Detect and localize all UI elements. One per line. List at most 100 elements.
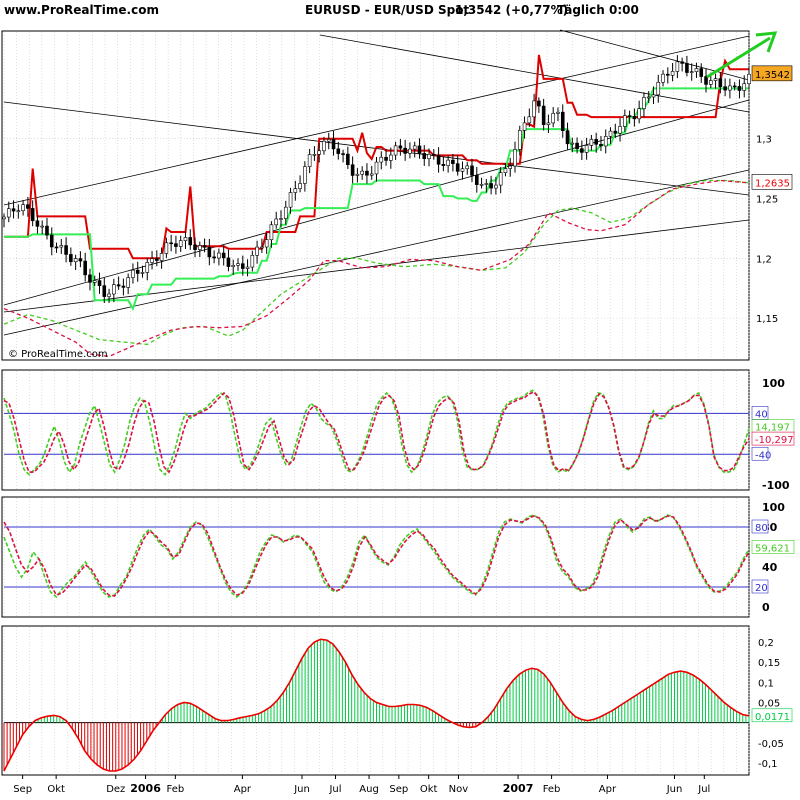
candle-body <box>92 280 97 283</box>
candle-body <box>689 71 694 73</box>
candle-body <box>646 96 651 99</box>
candle-body <box>384 156 388 161</box>
site-name[interactable]: www.ProRealTime.com <box>4 3 159 17</box>
watermark: © ProRealTime.com <box>8 349 108 360</box>
candle-body <box>198 245 202 250</box>
annotation-arrow-line <box>706 36 771 79</box>
candle-body <box>474 175 479 185</box>
candle-body <box>446 159 450 166</box>
osc2-guide-badge <box>751 579 769 594</box>
candle-body <box>417 145 422 154</box>
panel-frame-hist <box>1 625 750 776</box>
candle-body <box>580 148 584 153</box>
candle-body <box>226 257 231 267</box>
candle-body <box>432 154 436 156</box>
x-axis-label: Apr <box>599 784 617 795</box>
x-axis-label: Apr <box>234 784 252 795</box>
price-series-3 <box>3 179 750 358</box>
hist-tick-label: 0,1 <box>758 678 774 689</box>
hist-tick-label: 0,15 <box>758 658 780 669</box>
x-axis-label: Sep <box>389 784 408 795</box>
candle-body <box>140 272 145 274</box>
candle-body <box>508 165 513 169</box>
candle-body <box>202 245 207 248</box>
trendline <box>3 99 750 306</box>
panel-frame-price <box>1 30 750 361</box>
candle-body <box>49 234 54 248</box>
price-badge-value: 1,2635 <box>755 178 790 189</box>
candle-body <box>627 115 632 117</box>
candle-body <box>570 142 575 145</box>
period-label: Täglich 0:00 <box>557 3 639 17</box>
x-axis-label: Jul <box>328 784 341 795</box>
candle-body <box>498 172 503 186</box>
candle-body <box>360 170 364 175</box>
candle-body <box>64 245 68 255</box>
candle-body <box>465 165 470 170</box>
candle-body <box>121 285 126 288</box>
candle-body <box>513 149 517 167</box>
osc2-tick-label: 40 <box>762 561 778 574</box>
candle-body <box>541 105 546 125</box>
annotation-arrow-head <box>755 31 778 53</box>
osc1-series-0 <box>3 389 750 477</box>
trendline <box>3 219 750 313</box>
x-axis-label: 2006 <box>130 782 161 795</box>
osc2-guide-badge <box>751 519 769 534</box>
osc2-tick-label: 0 <box>762 601 770 614</box>
candle-body <box>116 284 121 287</box>
candle-body <box>537 100 541 107</box>
candle-body <box>685 63 689 73</box>
candle-body <box>556 111 560 114</box>
hist-value-label: 0,0171 <box>755 712 790 723</box>
price-badge-value: 1,3542 <box>755 70 790 81</box>
candle-body <box>584 145 589 153</box>
candle-body <box>661 73 665 83</box>
candle-body <box>546 122 551 125</box>
hist-tick-label: 0,2 <box>758 638 774 649</box>
candle-body <box>264 239 269 248</box>
candle-body <box>6 208 11 218</box>
price-tick-label: 1,25 <box>756 194 778 205</box>
trendline <box>3 35 750 206</box>
candle-body <box>21 204 25 211</box>
candle-body <box>527 116 532 124</box>
candle-body <box>2 216 6 220</box>
candle-body <box>613 130 618 134</box>
candle-body <box>651 94 656 98</box>
candle-body <box>341 153 345 155</box>
candle-body <box>479 183 484 186</box>
candle-body <box>632 116 637 120</box>
candle-body <box>694 68 699 72</box>
candle-body <box>374 161 379 175</box>
candle-body <box>307 154 312 167</box>
candle-body <box>283 206 288 219</box>
candle-body <box>489 183 493 189</box>
candle-body <box>455 163 460 172</box>
panel-frame-osc2 <box>1 496 750 618</box>
candle-body <box>312 154 317 156</box>
candle-body <box>522 122 527 131</box>
candle-body <box>183 237 188 241</box>
x-axis-label: Jul <box>697 784 710 795</box>
price-series-2 <box>3 179 750 346</box>
candle-body <box>54 246 59 249</box>
candle-body <box>408 148 412 154</box>
trendline <box>3 169 750 336</box>
osc2-series-1 <box>3 515 750 597</box>
candle-body <box>159 253 164 261</box>
candle-body <box>45 225 49 236</box>
candle-body <box>217 252 221 259</box>
candle-body <box>126 277 130 288</box>
x-axis-label: 2007 <box>503 782 534 795</box>
trendline <box>319 34 750 113</box>
candle-body <box>708 80 713 85</box>
candle-body <box>603 136 608 147</box>
x-axis-label: Feb <box>543 784 561 795</box>
candle-body <box>699 68 704 77</box>
candle-body <box>728 85 732 91</box>
candle-body <box>131 269 135 278</box>
candle-body <box>174 243 178 247</box>
x-axis-label: Nov <box>449 784 469 795</box>
